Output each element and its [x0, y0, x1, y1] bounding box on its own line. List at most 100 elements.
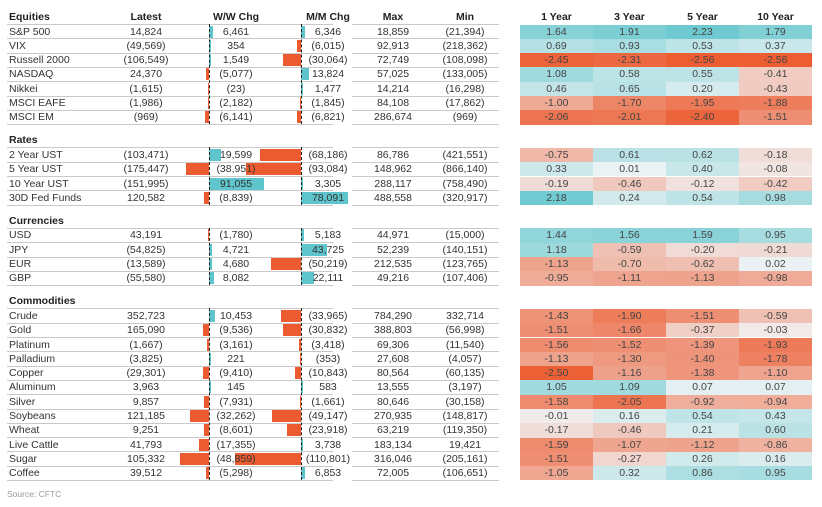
zscore-cell: -0.43 [739, 81, 812, 96]
zscore-cell: 1.64 [520, 24, 593, 39]
ww-change: (38,951) [216, 163, 256, 176]
min-value: (60,135) [445, 367, 485, 380]
latest-value: (13,589) [126, 258, 166, 270]
zscore-cell: 0.60 [739, 423, 812, 438]
mm-bar [301, 467, 306, 480]
row-name: Gold [9, 324, 32, 337]
ww-bar [203, 324, 209, 337]
row-divider [352, 322, 499, 324]
latest-value: (55,580) [126, 272, 166, 285]
latest-value: 14,824 [129, 25, 163, 38]
row-divider [352, 351, 499, 353]
zscore-cell: 0.01 [593, 162, 666, 177]
zscore-cell: 2.23 [666, 24, 739, 39]
ww-bar [203, 367, 209, 380]
zscore-cell: -1.51 [739, 110, 812, 125]
mm-change: 6,853 [314, 467, 342, 480]
mm-bar [301, 191, 348, 204]
section-title: Currencies [9, 214, 64, 227]
row-name: Wheat [9, 424, 40, 437]
mm-change: (30,832) [308, 324, 348, 337]
ww-bar [198, 438, 209, 451]
zscore-cell: 0.93 [593, 38, 666, 54]
mm-bar [294, 367, 301, 380]
latest-value: (54,825) [126, 243, 166, 256]
zscore-cell: 0.58 [593, 67, 666, 82]
mm-change: 3,305 [314, 177, 342, 190]
row-divider [352, 204, 499, 206]
row-name: Coffee [9, 467, 40, 480]
ww-change: 221 [227, 352, 245, 365]
zscore-cell: -1.16 [593, 366, 666, 381]
section-title: Commodities [9, 295, 76, 308]
column-header: 10 Year [757, 11, 794, 23]
latest-value: (969) [133, 111, 159, 124]
min-value: (11,540) [445, 338, 485, 351]
min-value: (969) [452, 111, 478, 124]
min-value: 19,421 [448, 438, 482, 451]
ww-bar [203, 424, 209, 437]
zscore-cell: -0.37 [666, 323, 739, 338]
zscore-cell: 0.37 [739, 38, 812, 54]
zscore-cell: -0.18 [739, 147, 812, 163]
zscore-cell: -0.59 [593, 242, 666, 257]
row-divider [7, 176, 333, 177]
min-value: (107,406) [442, 272, 488, 285]
ww-change: 354 [227, 39, 245, 52]
row-divider [7, 242, 333, 244]
ww-change: 10,453 [219, 309, 253, 322]
ww-bar [205, 68, 209, 81]
mm-bar [271, 258, 301, 270]
row-name: GBP [9, 272, 32, 285]
row-divider [352, 465, 499, 467]
ww-change: 6,461 [222, 25, 250, 38]
min-value: (56,998) [445, 324, 485, 337]
row-name: Sugar [9, 452, 38, 465]
zscore-cell: 0.95 [739, 228, 812, 243]
min-value: (17,862) [445, 97, 485, 109]
ww-change: (2,182) [219, 97, 253, 109]
zscore-cell: -1.90 [593, 308, 666, 324]
zscore-cell: -0.19 [520, 176, 593, 191]
zscore-cell: -2.56 [666, 53, 739, 68]
row-name: 10 Year UST [9, 177, 69, 190]
zscore-cell: 0.40 [666, 162, 739, 177]
latest-value: 9,251 [132, 424, 160, 437]
zscore-cell: -2.45 [520, 53, 593, 68]
ww-bar [203, 191, 209, 204]
zscore-cell: -1.30 [593, 351, 666, 367]
mm-bar [235, 452, 301, 465]
zscore-cell: -2.05 [593, 394, 666, 409]
row-name: Platinum [9, 338, 50, 351]
ww-bar [207, 338, 209, 351]
max-value: 52,239 [376, 243, 410, 256]
ww-change: (9,536) [219, 324, 253, 337]
zscore-cell: -1.51 [520, 451, 593, 467]
zscore-cell: -2.40 [666, 110, 739, 125]
zscore-cell: 0.24 [593, 190, 666, 206]
zscore-cell: -0.21 [739, 242, 812, 257]
zscore-cell: 1.79 [739, 24, 812, 39]
zscore-cell: -0.20 [666, 242, 739, 257]
row-name: 2 Year UST [9, 148, 63, 161]
mm-change: (33,965) [308, 309, 348, 322]
row-divider [352, 270, 499, 272]
zscore-cell: 0.86 [666, 466, 739, 481]
zscore-cell: -1.12 [666, 437, 739, 452]
row-divider [352, 161, 499, 163]
ww-change: (6,141) [219, 111, 253, 124]
latest-value: 24,370 [129, 68, 163, 81]
min-value: (133,005) [442, 68, 488, 81]
zscore-cell: 2.18 [520, 190, 593, 206]
ww-bar [205, 111, 209, 124]
max-value: 388,803 [374, 324, 412, 337]
ww-change: (32,262) [216, 410, 256, 422]
row-divider [7, 451, 333, 453]
row-name: Nikkei [9, 82, 38, 95]
column-header: M/M Chg [306, 11, 350, 23]
mm-bar [299, 97, 301, 109]
row-divider [7, 322, 333, 324]
max-value: 13,555 [376, 381, 410, 394]
zscore-cell: -1.13 [520, 351, 593, 367]
zscore-cell: 0.16 [739, 451, 812, 467]
